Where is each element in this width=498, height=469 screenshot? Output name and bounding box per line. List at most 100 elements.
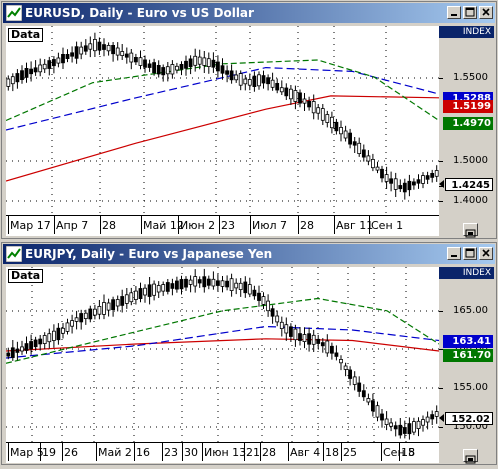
candle-body (275, 315, 280, 323)
candle-body (65, 322, 70, 332)
candle-body (234, 282, 239, 289)
candle-body (307, 333, 312, 345)
chart-app-icon (6, 246, 22, 262)
minimize-button[interactable] (447, 247, 461, 260)
time-label: Апр 7 (56, 219, 89, 232)
eurusd-chart (6, 26, 439, 215)
candle-body (88, 308, 93, 320)
candle-body (370, 158, 375, 169)
candle-body (425, 175, 430, 180)
price-label: 160.00 (453, 343, 488, 354)
candle-body (215, 280, 220, 286)
minimize-button[interactable] (447, 6, 461, 19)
time-tick (96, 443, 97, 461)
candle-body (279, 87, 284, 93)
time-tick (323, 443, 324, 461)
price-plot-area[interactable]: Data (6, 26, 439, 215)
time-label: 15 (401, 446, 415, 459)
window-titlebar[interactable]: EURUSD, Daily - Euro vs US Dollar (3, 3, 495, 23)
candle-body (83, 45, 88, 52)
minimize-icon (451, 255, 457, 257)
candle-body (74, 317, 79, 322)
time-label: Май 12 (143, 219, 184, 232)
candle-body (343, 365, 348, 370)
price-plot-area[interactable]: Data (6, 267, 439, 442)
time-label: Авг 4 (290, 446, 321, 459)
close-button[interactable] (479, 6, 493, 19)
time-label: 26 (64, 446, 78, 459)
scroll-corner-button[interactable] (463, 223, 478, 238)
candle-body (188, 58, 193, 68)
time-tick (202, 443, 203, 461)
candle-body (165, 282, 170, 292)
time-label: Мар 5 (10, 446, 44, 459)
candle-body (42, 335, 47, 345)
time-tick (288, 443, 289, 461)
candle-body (70, 320, 74, 327)
price-tick (439, 78, 443, 79)
candle-body (225, 70, 230, 75)
time-tick (182, 443, 183, 461)
indicator-value-badge: 161.70 (443, 349, 493, 362)
candle-body (247, 284, 252, 295)
price-marker-icon (439, 180, 444, 188)
candle-body (430, 414, 435, 420)
candle-body (65, 53, 70, 59)
moving-average-green (6, 59, 439, 122)
scroll-corner-button[interactable] (463, 449, 478, 464)
price-label: 150.00 (453, 421, 488, 432)
candle-body (393, 178, 398, 190)
candle-body (316, 107, 321, 114)
candle-body (102, 302, 106, 315)
candle-body (111, 44, 115, 55)
candle-body (329, 345, 334, 354)
candle-body (411, 181, 416, 186)
candle-body (120, 296, 125, 306)
candle-body (215, 61, 220, 72)
candle-body (389, 422, 394, 427)
candle-body (229, 70, 234, 81)
moving-average-blue (6, 325, 439, 359)
candle-body (24, 68, 29, 78)
candle-body (348, 369, 353, 379)
candle-body (384, 418, 389, 425)
candle-body (15, 348, 20, 353)
time-tick (100, 216, 101, 234)
candle-body (357, 382, 362, 392)
index-header: INDEX (439, 267, 494, 279)
time-label: 19 (42, 446, 56, 459)
candle-body (174, 65, 179, 71)
candle-body (184, 278, 188, 288)
time-label: 25 (343, 446, 357, 459)
window-titlebar[interactable]: EURJPY, Daily - Euro vs Japanese Yen (3, 244, 495, 264)
candle-body (174, 280, 179, 290)
candle-body (220, 65, 225, 74)
candle-body (133, 56, 138, 63)
settings-icon (465, 229, 476, 238)
candle-body (398, 424, 403, 436)
time-label: 30 (184, 446, 198, 459)
minimize-icon (451, 14, 457, 16)
maximize-button[interactable] (463, 247, 477, 260)
time-label: Авг 11 (336, 219, 374, 232)
current-price-badge: 1.4245 (445, 178, 493, 191)
maximize-icon (465, 248, 475, 258)
candle-body (334, 352, 339, 357)
time-tick (134, 443, 135, 461)
time-label: Мар 17 (10, 219, 51, 232)
candle-body (184, 60, 188, 69)
time-tick (62, 443, 63, 461)
time-tick (341, 443, 342, 461)
candle-body (211, 278, 216, 287)
time-tick (369, 216, 370, 234)
time-label: 16 (136, 446, 150, 459)
moving-average-green (6, 297, 439, 364)
candle-body (156, 285, 161, 293)
candle-body (243, 78, 248, 85)
candle-body (211, 59, 216, 68)
maximize-button[interactable] (463, 6, 477, 19)
candle-body (129, 52, 134, 63)
index-header: INDEX (439, 26, 494, 38)
close-button[interactable] (479, 247, 493, 260)
time-label: 21 (246, 446, 260, 459)
